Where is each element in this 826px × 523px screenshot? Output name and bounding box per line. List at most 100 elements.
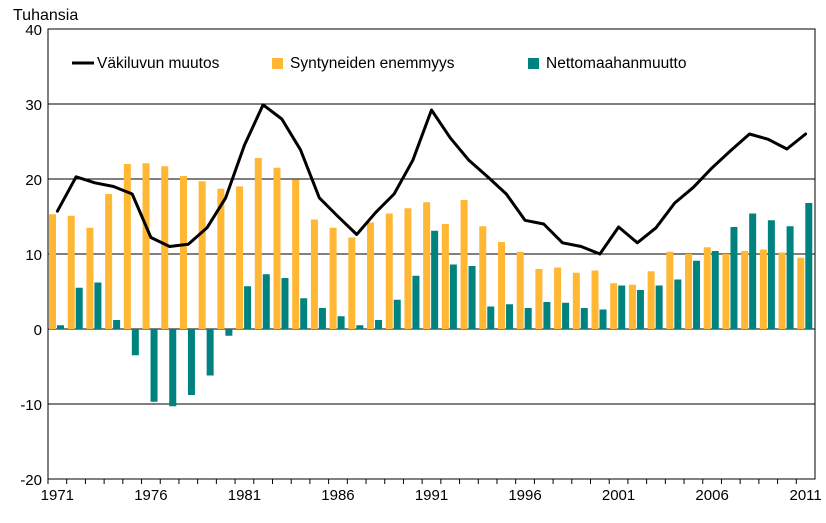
- legend: Väkiluvun muutos Syntyneiden enemmyys Nett…: [72, 55, 686, 72]
- y-tick-label: -20: [20, 472, 42, 489]
- bar-nettomaahanmuutto-2001: [618, 285, 626, 329]
- bar-nettomaahanmuutto-1984: [300, 298, 308, 329]
- bar-nettomaahanmuutto-1989: [393, 299, 401, 329]
- bar-nettomaahanmuutto-1987: [356, 325, 364, 329]
- bar-nettomaahanmuutto-2002: [636, 290, 644, 329]
- bar-nettomaahanmuutto-1973: [94, 282, 102, 329]
- y-tick-label: 0: [34, 322, 42, 339]
- x-tick-label: 1996: [508, 487, 541, 504]
- bar-nettomaahanmuutto-2006: [711, 251, 719, 329]
- bar-syntyneiden-enemmyys-1980: [217, 188, 225, 329]
- bar-syntyneiden-enemmyys-2003: [647, 271, 655, 329]
- bar-nettomaahanmuutto-1971: [57, 325, 64, 329]
- bar-nettomaahanmuutto-1986: [337, 316, 345, 329]
- bar-syntyneiden-enemmyys-1988: [367, 222, 375, 329]
- bar-syntyneiden-enemmyys-2011: [797, 257, 805, 329]
- bar-nettomaahanmuutto-2008: [749, 213, 757, 329]
- bar-syntyneiden-enemmyys-1984: [292, 179, 300, 329]
- bar-nettomaahanmuutto-1997: [543, 302, 551, 329]
- bar-nettomaahanmuutto-1978: [187, 329, 195, 395]
- bar-syntyneiden-enemmyys-1977: [161, 166, 169, 329]
- x-tick-label: 1976: [134, 487, 167, 504]
- axes: 1971 1976 1981 1986 1991 1996 2001 2006 2011: [41, 28, 822, 504]
- bar-nettomaahanmuutto-1979: [206, 329, 214, 376]
- bar-syntyneiden-enemmyys-2005: [685, 254, 693, 329]
- bar-nettomaahanmuutto-1983: [281, 278, 289, 329]
- x-tick-label: 1986: [321, 487, 354, 504]
- bar-syntyneiden-enemmyys-1979: [198, 181, 206, 329]
- bar-syntyneiden-enemmyys-1972: [67, 215, 75, 329]
- bar-syntyneiden-enemmyys-2006: [703, 247, 711, 329]
- bar-syntyneiden-enemmyys-1993: [460, 200, 468, 329]
- bar-nettomaahanmuutto-1985: [318, 308, 326, 329]
- bar-syntyneiden-enemmyys-1989: [385, 213, 393, 329]
- legend-swatch-2: [528, 58, 539, 69]
- bar-nettomaahanmuutto-1995: [505, 304, 513, 329]
- bar-syntyneiden-enemmyys-1973: [86, 227, 94, 329]
- bar-nettomaahanmuutto-2004: [674, 279, 682, 329]
- x-tick-label: 2011: [790, 487, 822, 504]
- bar-nettomaahanmuutto-1996: [524, 308, 532, 329]
- bar-syntyneiden-enemmyys-2009: [759, 249, 767, 329]
- bar-syntyneiden-enemmyys-1994: [479, 226, 487, 329]
- bar-syntyneiden-enemmyys-1976: [142, 163, 150, 329]
- bar-syntyneiden-enemmyys-1991: [423, 202, 431, 329]
- bar-syntyneiden-enemmyys-2002: [628, 284, 636, 329]
- x-tick-label: 1971: [41, 487, 74, 504]
- bar-nettomaahanmuutto-1975: [131, 329, 139, 356]
- x-tick-label: 1981: [228, 487, 261, 504]
- bar-syntyneiden-enemmyys-1990: [404, 208, 412, 329]
- bar-nettomaahanmuutto-2007: [730, 227, 738, 329]
- bar-nettomaahanmuutto-1993: [468, 266, 476, 329]
- bar-nettomaahanmuutto-1976: [150, 329, 158, 402]
- bar-nettomaahanmuutto-1994: [487, 306, 495, 329]
- bar-syntyneiden-enemmyys-1978: [179, 176, 187, 329]
- bar-nettomaahanmuutto-1991: [431, 230, 439, 329]
- bar-syntyneiden-enemmyys-1986: [329, 227, 337, 329]
- bar-nettomaahanmuutto-1972: [75, 287, 83, 329]
- bar-syntyneiden-enemmyys-2001: [610, 283, 618, 329]
- y-axis-unit-label: Tuhansia: [13, 7, 78, 24]
- bar-nettomaahanmuutto-1999: [580, 308, 588, 329]
- bar-syntyneiden-enemmyys-2007: [722, 254, 730, 329]
- bar-syntyneiden-enemmyys-1998: [554, 267, 562, 329]
- bar-syntyneiden-enemmyys-1992: [441, 224, 449, 329]
- legend-swatch-1: [272, 58, 283, 69]
- bar-nettomaahanmuutto-2011: [805, 203, 813, 329]
- x-tick-label: 2001: [602, 487, 635, 504]
- bar-syntyneiden-enemmyys-1995: [497, 242, 505, 329]
- bar-syntyneiden-enemmyys-1997: [535, 269, 543, 329]
- bar-syntyneiden-enemmyys-1971: [49, 214, 56, 329]
- bar-nettomaahanmuutto-1992: [449, 264, 457, 329]
- bar-nettomaahanmuutto-1990: [412, 275, 420, 329]
- bar-nettomaahanmuutto-1988: [375, 320, 383, 329]
- y-tick-label: -10: [20, 397, 42, 414]
- x-tick-label: 2006: [695, 487, 728, 504]
- legend-label-2: Nettomaahanmuutto: [546, 55, 686, 72]
- bar-nettomaahanmuutto-1981: [244, 286, 252, 329]
- x-tick-label: 1991: [415, 487, 448, 504]
- bar-syntyneiden-enemmyys-2010: [778, 252, 786, 329]
- plot-frame: [47, 28, 816, 480]
- bar-syntyneiden-enemmyys-1974: [105, 194, 113, 329]
- bar-syntyneiden-enemmyys-1996: [516, 251, 524, 329]
- y-tick-label: 20: [25, 172, 42, 189]
- bar-syntyneiden-enemmyys-1985: [310, 219, 318, 329]
- gridlines: -20 -10 0 10 20 30 40: [20, 22, 815, 489]
- bar-syntyneiden-enemmyys-1987: [348, 237, 356, 329]
- legend-label-1: Syntyneiden enemmyys: [290, 55, 455, 72]
- bar-syntyneiden-enemmyys-1982: [254, 158, 262, 329]
- bar-nettomaahanmuutto-1977: [169, 329, 177, 407]
- bar-nettomaahanmuutto-1998: [562, 302, 570, 329]
- line-series: [55, 103, 808, 256]
- bar-nettomaahanmuutto-1974: [113, 320, 121, 329]
- bar-syntyneiden-enemmyys-1983: [273, 167, 281, 329]
- bar-syntyneiden-enemmyys-2008: [741, 251, 749, 329]
- bars: [49, 158, 813, 407]
- y-tick-label: 40: [25, 22, 42, 39]
- bar-nettomaahanmuutto-2009: [767, 220, 775, 329]
- y-tick-label: 30: [25, 97, 42, 114]
- bar-syntyneiden-enemmyys-2004: [666, 251, 674, 329]
- legend-label-0: Väkiluvun muutos: [97, 55, 220, 72]
